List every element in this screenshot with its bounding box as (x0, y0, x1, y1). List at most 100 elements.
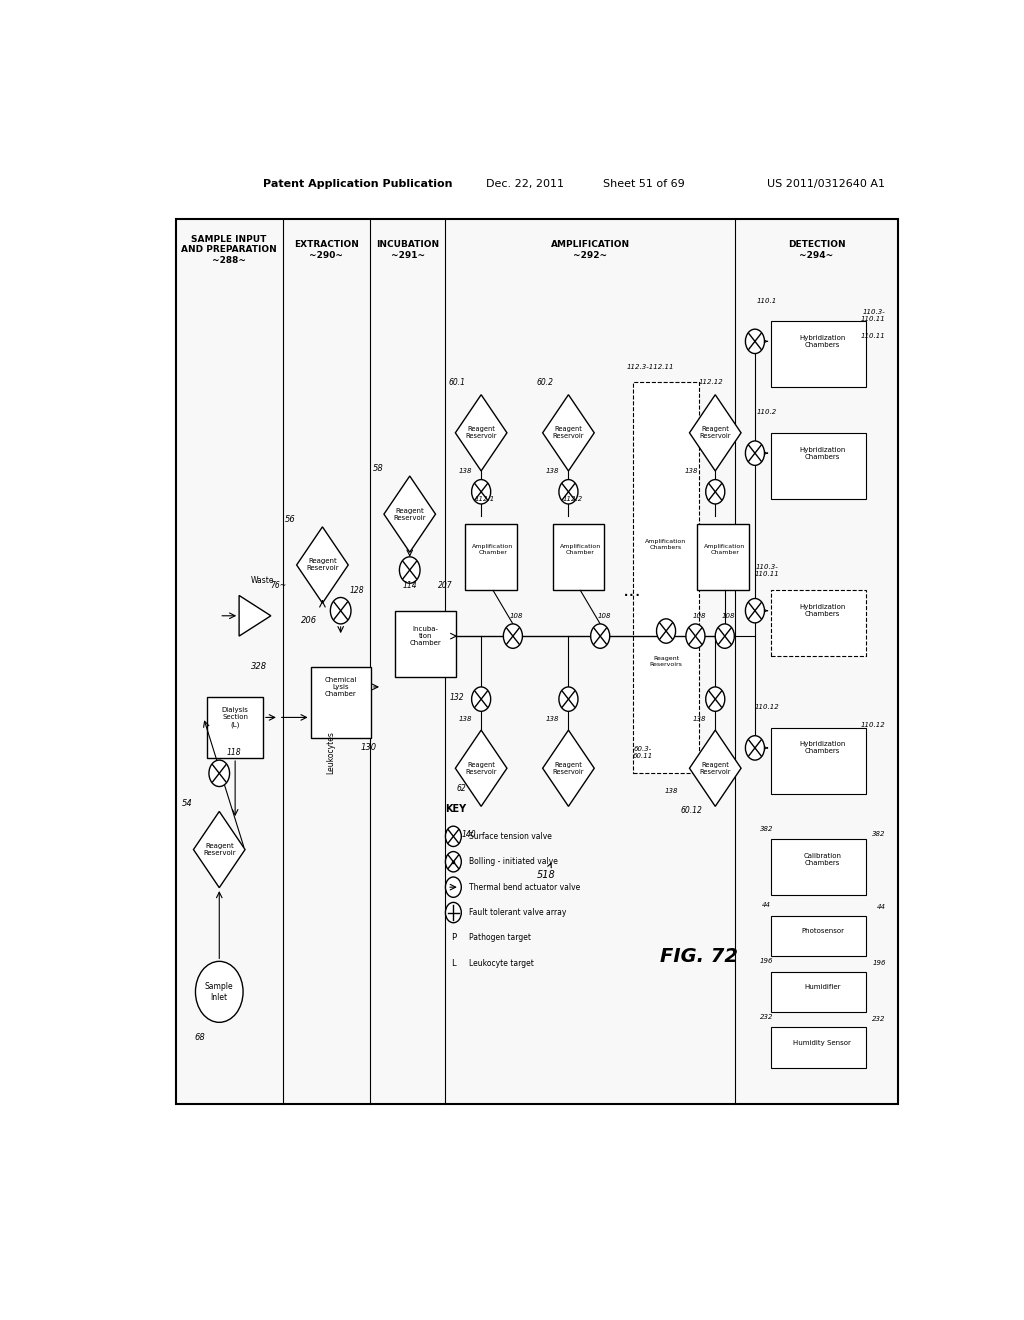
Text: 138: 138 (546, 717, 559, 722)
Circle shape (445, 903, 461, 923)
Text: 382: 382 (760, 826, 773, 832)
FancyBboxPatch shape (553, 524, 604, 590)
Circle shape (331, 598, 351, 624)
Circle shape (399, 557, 420, 583)
Text: 207: 207 (438, 581, 453, 590)
Text: P: P (451, 933, 456, 942)
Polygon shape (543, 395, 594, 471)
FancyBboxPatch shape (310, 667, 371, 738)
Text: AMPLIFICATION
~292~: AMPLIFICATION ~292~ (551, 240, 630, 260)
Text: Fault tolerant valve array: Fault tolerant valve array (469, 908, 566, 917)
Text: Hybridization
Chambers: Hybridization Chambers (799, 742, 846, 755)
Text: 110.12: 110.12 (755, 705, 779, 710)
Text: 60.12: 60.12 (681, 807, 702, 816)
Polygon shape (689, 395, 741, 471)
Text: 232: 232 (760, 1014, 773, 1020)
Polygon shape (456, 395, 507, 471)
Text: 76~: 76~ (270, 581, 287, 590)
Polygon shape (689, 730, 741, 807)
Circle shape (209, 760, 229, 787)
Text: Humidity Sensor: Humidity Sensor (794, 1040, 851, 1045)
Circle shape (715, 624, 734, 648)
Text: 128: 128 (349, 586, 364, 595)
Text: 138: 138 (685, 469, 698, 474)
Text: Waste: Waste (251, 576, 274, 585)
FancyBboxPatch shape (771, 972, 866, 1012)
Text: Reagent
Reservoir: Reagent Reservoir (699, 426, 731, 440)
Text: Dialysis
Section
(L): Dialysis Section (L) (222, 708, 249, 727)
Polygon shape (240, 595, 270, 636)
Text: Amplification
Chamber: Amplification Chamber (472, 544, 514, 556)
Text: Bolling - initiated valve: Bolling - initiated valve (469, 857, 558, 866)
Text: 132: 132 (450, 693, 465, 702)
Text: Hybridization
Chambers: Hybridization Chambers (799, 605, 846, 618)
FancyBboxPatch shape (697, 524, 749, 590)
FancyBboxPatch shape (771, 433, 866, 499)
Circle shape (559, 479, 578, 504)
Text: 382: 382 (872, 832, 886, 837)
Text: Thermal bend actuator valve: Thermal bend actuator valve (469, 883, 581, 891)
Text: L: L (451, 958, 456, 968)
Text: Reagent
Reservoir: Reagent Reservoir (203, 843, 236, 857)
FancyBboxPatch shape (633, 381, 699, 774)
Text: ...: ... (623, 581, 641, 599)
Text: Reagent
Reservoir: Reagent Reservoir (306, 558, 339, 572)
Polygon shape (384, 477, 435, 552)
Text: Chemical
Lysis
Chamber: Chemical Lysis Chamber (325, 677, 357, 697)
Text: 110.2: 110.2 (757, 409, 777, 416)
Polygon shape (194, 812, 245, 887)
Text: Reagent
Reservoir: Reagent Reservoir (699, 762, 731, 775)
Text: EXTRACTION
~290~: EXTRACTION ~290~ (294, 240, 358, 260)
Text: 110.1: 110.1 (757, 298, 777, 304)
Text: 62: 62 (457, 784, 466, 793)
Circle shape (445, 851, 461, 873)
Circle shape (472, 686, 490, 711)
Text: 44: 44 (762, 903, 771, 908)
Text: Calibration
Chambers: Calibration Chambers (804, 853, 842, 866)
Text: Amplification
Chamber: Amplification Chamber (560, 544, 601, 556)
Text: Patent Application Publication: Patent Application Publication (263, 178, 453, 189)
Text: 108: 108 (692, 612, 707, 619)
Text: Leukocyte target: Leukocyte target (469, 958, 535, 968)
Text: 110.3-
110.11: 110.3- 110.11 (861, 309, 886, 322)
Circle shape (445, 826, 461, 846)
Text: 196: 196 (872, 961, 886, 966)
Text: Hybridization
Chambers: Hybridization Chambers (799, 335, 846, 348)
Circle shape (656, 619, 676, 643)
Circle shape (472, 479, 490, 504)
Circle shape (745, 598, 765, 623)
Polygon shape (456, 730, 507, 807)
Text: US 2011/0312640 A1: US 2011/0312640 A1 (767, 178, 886, 189)
Text: 138: 138 (459, 717, 472, 722)
Ellipse shape (196, 961, 243, 1023)
FancyBboxPatch shape (395, 611, 456, 677)
Text: 130: 130 (360, 743, 377, 752)
Text: Dec. 22, 2011: Dec. 22, 2011 (485, 178, 564, 189)
Text: Surface tension valve: Surface tension valve (469, 832, 552, 841)
Text: 138: 138 (546, 469, 559, 474)
Text: 56: 56 (286, 515, 296, 524)
Text: Reagent
Reservoir: Reagent Reservoir (465, 426, 497, 440)
Text: 54: 54 (182, 800, 193, 808)
Text: 196: 196 (760, 958, 773, 965)
Text: 68: 68 (195, 1034, 205, 1041)
Text: KEY: KEY (445, 804, 467, 814)
Text: Leukocytes: Leukocytes (326, 731, 335, 775)
Text: 60.3-
60.11: 60.3- 60.11 (632, 747, 652, 759)
Text: Sheet 51 of 69: Sheet 51 of 69 (603, 178, 685, 189)
Text: Amplification
Chamber: Amplification Chamber (705, 544, 745, 556)
FancyBboxPatch shape (771, 1027, 866, 1068)
Polygon shape (297, 527, 348, 603)
Circle shape (745, 329, 765, 354)
Text: 108: 108 (597, 612, 611, 619)
Text: 110.11: 110.11 (861, 333, 886, 339)
Text: FIG. 72: FIG. 72 (660, 946, 738, 966)
Circle shape (745, 441, 765, 466)
Text: DETECTION
~294~: DETECTION ~294~ (787, 240, 845, 260)
Text: Pathogen target: Pathogen target (469, 933, 531, 942)
FancyBboxPatch shape (771, 916, 866, 956)
Circle shape (445, 876, 461, 898)
Text: SAMPLE INPUT
AND PREPARATION
~288~: SAMPLE INPUT AND PREPARATION ~288~ (181, 235, 278, 265)
Circle shape (559, 686, 578, 711)
Text: Reagent
Reservoir: Reagent Reservoir (553, 426, 585, 440)
